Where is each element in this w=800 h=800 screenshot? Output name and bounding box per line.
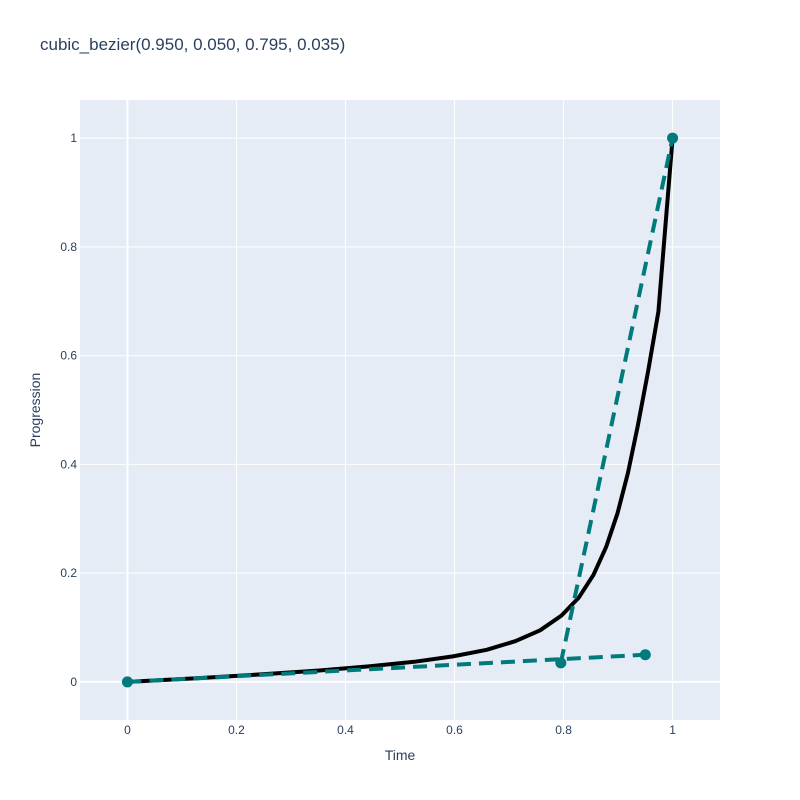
x-axis-title: Time	[385, 747, 416, 763]
control-point-marker	[667, 132, 679, 144]
control-point-marker	[555, 657, 567, 669]
grid	[80, 100, 720, 720]
y-tick-label: 0.2	[60, 566, 77, 580]
plot-area	[80, 100, 720, 720]
control-handle-line	[558, 137, 675, 664]
x-tick-label: 0.4	[337, 723, 354, 737]
y-axis-ticks: 0 0.2 0.4 0.6 0.8 1	[60, 131, 77, 689]
x-tick-label: 0.6	[446, 723, 463, 737]
series	[121, 132, 679, 688]
x-tick-label: 0	[124, 723, 131, 737]
y-tick-label: 0.4	[60, 457, 77, 471]
chart-title: cubic_bezier(0.950, 0.050, 0.795, 0.035)	[40, 35, 345, 54]
x-tick-label: 0.8	[555, 723, 572, 737]
y-tick-label: 0.6	[60, 349, 77, 363]
zero-lines	[80, 100, 720, 720]
y-tick-label: 1	[70, 131, 77, 145]
x-tick-label: 1	[669, 723, 676, 737]
x-tick-label: 0.2	[228, 723, 245, 737]
y-tick-label: 0.8	[60, 240, 77, 254]
control-point-marker	[639, 649, 651, 661]
control-point-marker	[121, 676, 133, 688]
x-axis-ticks: 0 0.2 0.4 0.6 0.8 1	[124, 723, 676, 737]
y-tick-label: 0	[70, 675, 77, 689]
y-axis-title: Progression	[27, 373, 43, 448]
